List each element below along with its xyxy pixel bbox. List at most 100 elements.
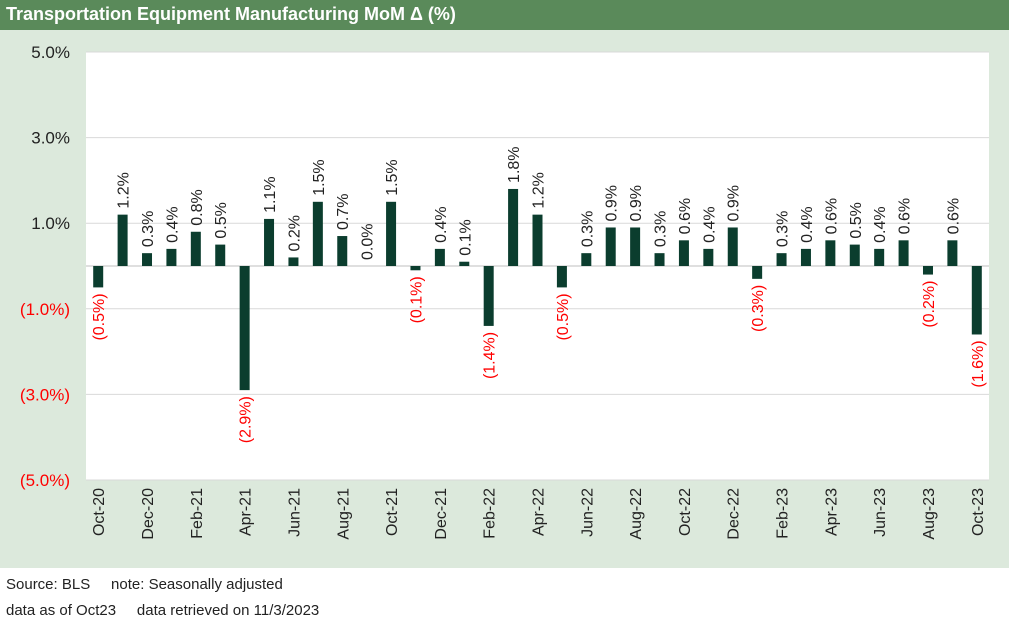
bar [288,257,299,266]
x-tick-label: Oct-22 [677,488,694,536]
bar [630,227,641,266]
bar [532,214,543,266]
data-label: 1.5% [384,159,401,195]
x-tick-label: Oct-20 [91,488,108,536]
data-label: 0.4% [872,206,889,242]
bar [508,188,519,266]
bar [215,244,226,266]
bar [825,240,836,266]
x-tick-label: Feb-23 [775,488,792,539]
bar [654,253,665,266]
bar [752,266,763,279]
y-tick-label: (3.0%) [20,385,70,404]
data-label: 0.1% [457,219,474,255]
bar [581,253,592,266]
x-tick-label: Apr-22 [531,488,548,536]
data-label: (0.3%) [750,285,767,332]
data-label: 0.4% [433,206,450,242]
footer-retrieved: data as of Oct23 data retrieved on 11/3/… [6,602,320,619]
bar [117,214,128,266]
bar [264,218,275,266]
x-tick-label: Apr-21 [238,488,255,536]
data-label: 0.7% [335,194,352,230]
data-label: 0.9% [604,185,621,221]
data-label: 0.3% [653,211,670,247]
data-label: 1.2% [531,172,548,208]
x-tick-label: Dec-21 [433,488,450,540]
x-tick-label: Jun-22 [579,488,596,537]
data-label: 0.5% [213,202,230,238]
bar [727,227,738,266]
bar [459,261,470,266]
x-tick-label: Oct-23 [970,488,987,536]
data-label: 1.5% [311,159,328,195]
x-tick-label: Jun-21 [286,488,303,537]
data-label: 1.1% [262,176,279,212]
y-tick-label: 1.0% [31,214,70,233]
bar [337,236,348,266]
bar [874,248,885,266]
data-label: 1.8% [506,146,523,182]
bar [971,266,982,335]
data-label: (0.2%) [921,281,938,328]
data-label: 0.5% [848,202,865,238]
data-label: 0.3% [775,211,792,247]
x-tick-label: Jun-23 [872,488,889,537]
footer-source: Source: BLS note: Seasonally adjusted [6,576,283,593]
bar [605,227,616,266]
bar [849,244,860,266]
data-label: 1.2% [116,172,133,208]
bar [678,240,689,266]
data-label: 0.0% [360,224,377,260]
bar [556,266,567,288]
data-label: 0.6% [677,198,694,234]
data-label: 0.3% [140,211,157,247]
bar [93,266,104,288]
y-tick-label: 3.0% [31,129,70,148]
bar [239,266,250,391]
x-tick-label: Aug-22 [628,488,645,540]
data-label: (0.5%) [555,293,572,340]
data-label: 0.6% [823,198,840,234]
data-label: 0.9% [628,185,645,221]
data-label: 0.8% [189,189,206,225]
y-tick-label: 5.0% [31,43,70,62]
data-label: (2.9%) [238,396,255,443]
data-label: 0.9% [726,185,743,221]
data-label: 0.4% [701,206,718,242]
x-tick-label: Dec-20 [140,488,157,540]
bar [800,248,811,266]
chart-header: Transportation Equipment Manufacturing M… [0,0,1009,30]
y-tick-label: (1.0%) [20,300,70,319]
bar [410,266,421,271]
bar [386,201,397,266]
x-tick-label: Feb-22 [482,488,499,539]
data-label: (0.1%) [408,276,425,323]
bar [703,248,714,266]
x-tick-label: Aug-21 [335,488,352,540]
data-label: 0.6% [897,198,914,234]
bar [434,248,445,266]
chart-title: Transportation Equipment Manufacturing M… [6,4,456,24]
data-label: (1.4%) [482,332,499,379]
bar [947,240,958,266]
bar [898,240,909,266]
x-tick-label: Dec-22 [726,488,743,540]
data-label: (1.6%) [970,340,987,387]
x-tick-label: Feb-21 [189,488,206,539]
bar [922,266,933,275]
x-tick-label: Apr-23 [823,488,840,536]
bar [142,253,153,266]
bar [166,248,177,266]
chart-panel: 5.0% 3.0% 1.0% (1.0%) (3.0%) (5.0%) (0.5%) 1.2%… [0,30,1009,568]
bar [312,201,323,266]
bar [776,253,787,266]
data-label: 0.4% [799,206,816,242]
x-tick-label: Oct-21 [384,488,401,536]
data-label: 0.3% [579,211,596,247]
y-tick-label: (5.0%) [20,471,70,490]
data-label: 0.2% [286,215,303,251]
x-tick-label: Aug-23 [921,488,938,540]
bar [483,266,494,326]
bar [190,231,201,266]
